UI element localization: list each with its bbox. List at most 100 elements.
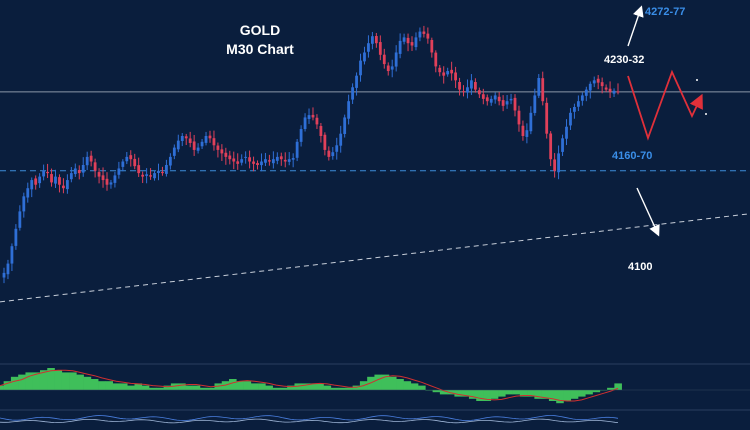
candle-body <box>422 31 426 34</box>
oscillator-bar <box>134 383 143 390</box>
candle-body <box>268 160 271 162</box>
candle-body <box>145 174 149 176</box>
candle-body <box>588 83 592 91</box>
oscillator-bar <box>548 390 557 401</box>
candle-body <box>513 97 517 111</box>
candle-body <box>382 54 386 65</box>
oscillator-bar <box>156 387 164 390</box>
candle-body <box>398 40 402 54</box>
candle-body <box>279 156 283 160</box>
candle-body <box>42 170 46 177</box>
candle-body <box>248 157 251 162</box>
candle-body <box>58 177 61 185</box>
candle-body <box>331 152 335 157</box>
oscillator-bar <box>316 383 324 390</box>
candle-body <box>430 39 434 53</box>
candle-body <box>473 82 477 90</box>
candle-body <box>335 145 339 152</box>
oscillator-bar <box>112 383 121 390</box>
candle-body <box>172 147 176 156</box>
candle-body <box>347 101 351 119</box>
oscillator-bar <box>309 383 317 390</box>
candle-body <box>561 138 564 152</box>
oscillator-bar <box>3 381 12 390</box>
oscillator-bar <box>105 381 113 390</box>
oscillator-bar <box>585 390 593 395</box>
oscillator-bar <box>563 390 572 401</box>
oscillator-bar <box>229 379 237 390</box>
candle-body <box>596 78 600 83</box>
candle-body <box>133 158 137 167</box>
candle-body <box>34 178 38 185</box>
candle-body <box>149 175 152 177</box>
candle-body <box>434 52 438 67</box>
candle-body <box>485 97 489 102</box>
candle-body <box>359 60 362 76</box>
candle-body <box>458 81 461 90</box>
candle-body <box>576 101 580 107</box>
oscillator-bar <box>207 387 215 390</box>
candle-body <box>580 95 584 101</box>
oscillator-bar <box>454 390 462 397</box>
support-label: 4160-70 <box>612 150 652 162</box>
candle-body <box>85 156 89 166</box>
candle-body <box>77 170 81 174</box>
candle-body <box>196 147 200 151</box>
candle-body <box>212 138 216 146</box>
candle-body <box>323 134 327 150</box>
candle-body <box>295 141 299 158</box>
oscillator-bar <box>578 390 586 397</box>
resistance-label: 4230-32 <box>604 54 644 66</box>
candle-body <box>184 136 188 139</box>
oscillator-bar <box>490 390 499 399</box>
candle-body <box>517 110 521 125</box>
candle-body <box>180 136 184 141</box>
oscillator-bar <box>76 374 84 390</box>
candle-body <box>446 71 450 75</box>
candle-body <box>553 159 557 171</box>
candle-body <box>38 176 42 184</box>
candle-body <box>612 90 616 94</box>
candle-body <box>545 102 549 134</box>
oscillator-bar <box>272 387 281 390</box>
oscillator-bar <box>25 372 34 390</box>
candle-body <box>406 37 410 44</box>
oscillator-bar <box>279 387 288 390</box>
candle-body <box>525 130 529 137</box>
candle-body <box>125 156 129 162</box>
candle-body <box>216 145 220 150</box>
candle-body <box>256 163 259 165</box>
candle-body <box>410 42 414 46</box>
candle-body <box>466 87 469 93</box>
candle-body <box>521 125 525 136</box>
candle-body <box>176 140 180 150</box>
candle-body <box>501 100 505 106</box>
oscillator-bar <box>410 383 419 390</box>
candle-body <box>442 72 446 76</box>
candle-body <box>569 112 572 126</box>
candle-body <box>371 36 374 44</box>
candle-body <box>240 159 244 163</box>
candle-body <box>6 263 10 275</box>
oscillator-bar <box>570 390 579 399</box>
oscillator-bar <box>83 376 92 390</box>
candle-body <box>477 90 481 95</box>
oscillator-bar <box>236 381 244 390</box>
projection-path <box>627 5 707 237</box>
oscillator-bar <box>367 376 375 390</box>
indicator-line-blue <box>0 415 619 421</box>
oscillator-bar <box>352 385 361 390</box>
trendline-label: 4100 <box>628 261 652 273</box>
candle-body <box>121 161 125 167</box>
candle-body <box>462 91 465 93</box>
candle-body <box>264 159 267 163</box>
arrow-up-icon <box>627 5 644 47</box>
candle-body <box>307 115 311 119</box>
candle-body <box>62 185 65 189</box>
candle-body <box>2 272 6 278</box>
candle-body <box>65 180 69 190</box>
candle-body <box>367 43 370 52</box>
oscillator-bar <box>534 390 542 399</box>
